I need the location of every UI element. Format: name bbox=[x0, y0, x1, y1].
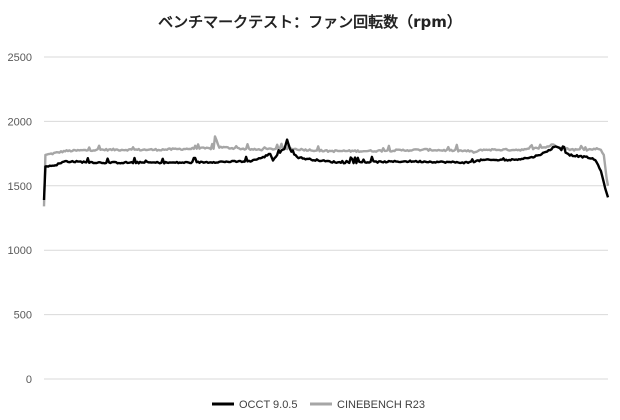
y-tick-label: 1500 bbox=[8, 181, 32, 193]
series-line-occt bbox=[42, 138, 610, 201]
y-tick-label: 0 bbox=[26, 374, 32, 386]
y-tick-label: 500 bbox=[14, 310, 32, 322]
legend-label: CINEBENCH R23 bbox=[337, 399, 425, 411]
y-tick-label: 2000 bbox=[8, 116, 32, 128]
gridlines bbox=[44, 56, 608, 380]
series-line-cinebench bbox=[42, 135, 610, 207]
y-tick-label: 2500 bbox=[8, 52, 32, 64]
y-tick-label: 1000 bbox=[8, 245, 32, 257]
legend: OCCT 9.0.5 CINEBENCH R23 bbox=[212, 399, 425, 411]
chart-title: ベンチマークテスト：ファン回転数（rpm） bbox=[158, 13, 462, 31]
y-axis-ticks: 0 500 1000 1500 2000 2500 bbox=[8, 52, 32, 386]
legend-label: OCCT 9.0.5 bbox=[239, 399, 298, 411]
series-lines bbox=[42, 135, 610, 207]
